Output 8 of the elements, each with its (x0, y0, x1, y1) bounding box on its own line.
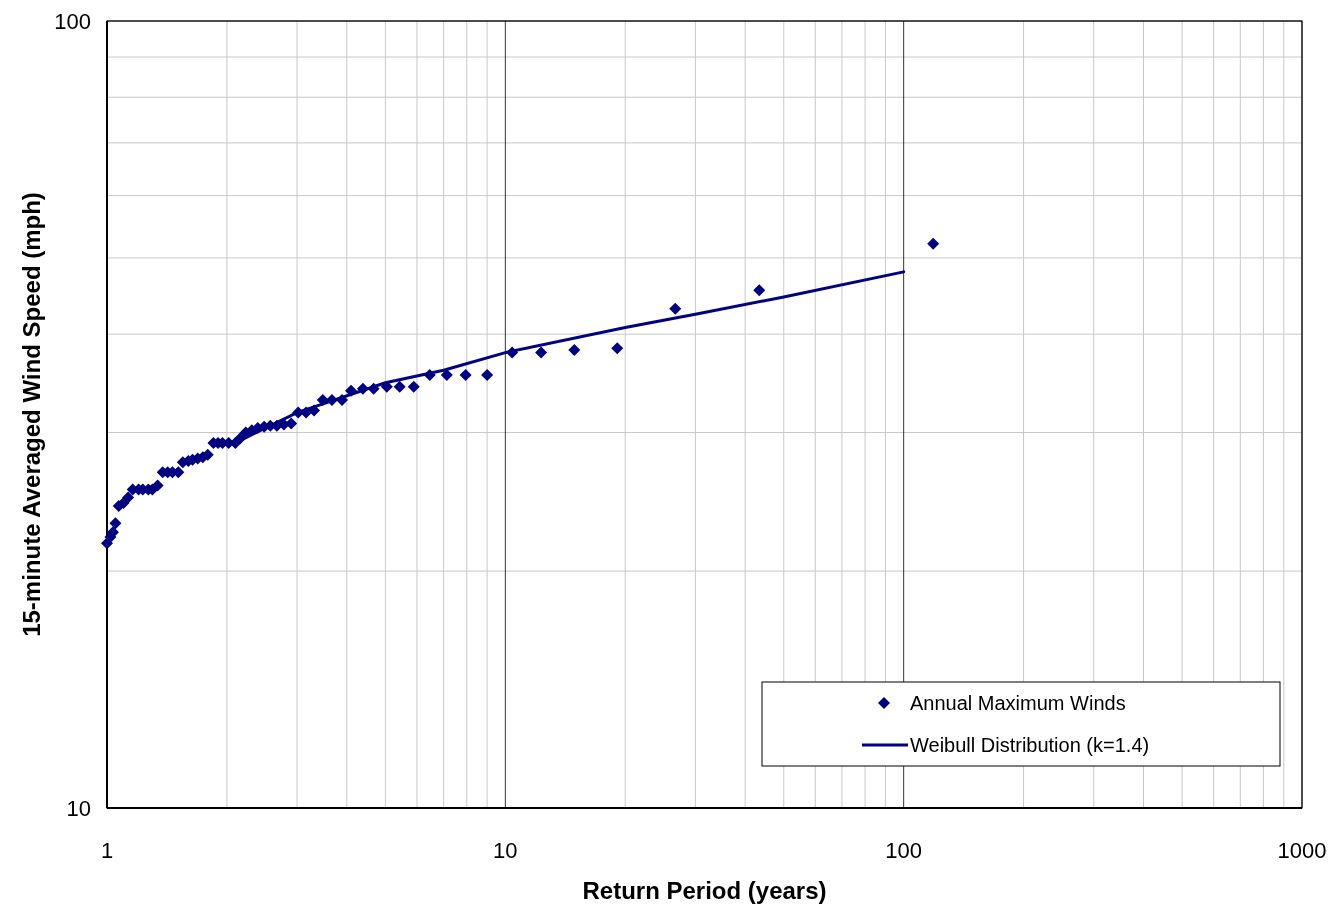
y-axis-title: 15-minute Averaged Wind Speed (mph) (18, 192, 45, 637)
x-tick-label: 10 (493, 838, 518, 863)
x-tick-label: 1000 (1277, 838, 1327, 863)
x-tick-label: 100 (885, 838, 923, 863)
x-tick-label: 1 (100, 838, 114, 863)
x-axis-title: Return Period (years) (582, 877, 827, 904)
legend-label: Annual Maximum Winds (910, 692, 1126, 714)
legend-label: Weibull Distribution (k=1.4) (910, 734, 1150, 756)
